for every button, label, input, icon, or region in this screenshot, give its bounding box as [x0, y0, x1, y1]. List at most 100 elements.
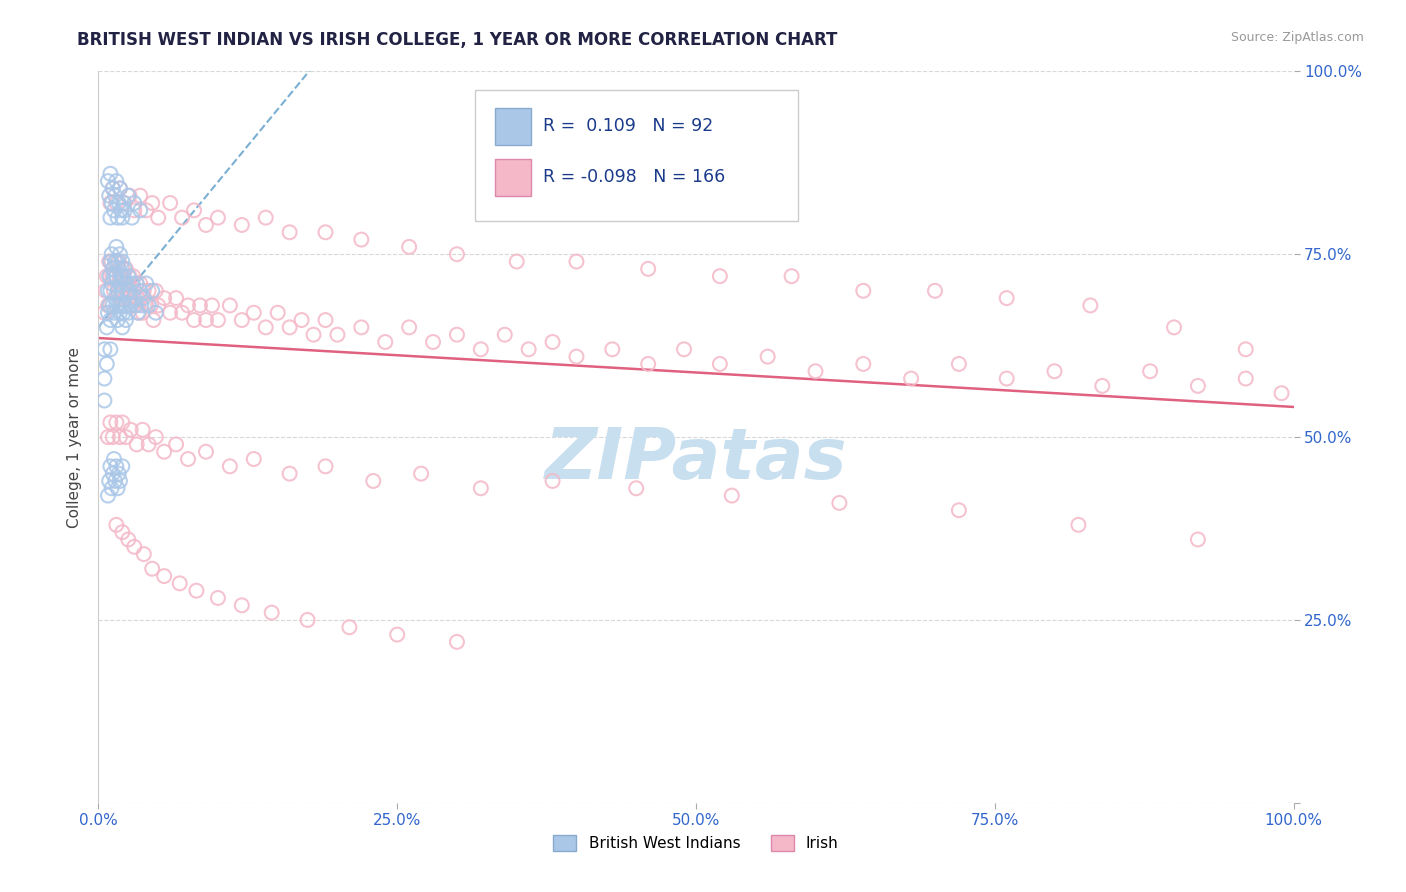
Point	[129, 188, 152, 202]
Point	[517, 343, 540, 357]
Point	[207, 313, 229, 327]
Point	[114, 261, 136, 276]
Point	[115, 261, 138, 276]
Point	[107, 254, 129, 268]
Point	[118, 284, 141, 298]
Point	[111, 261, 134, 276]
Point	[201, 298, 224, 312]
Point	[107, 261, 129, 276]
Point	[103, 284, 125, 298]
Point	[924, 284, 946, 298]
Point	[131, 306, 153, 320]
Point	[1187, 379, 1209, 393]
Point	[110, 298, 132, 312]
Legend: British West Indians, Irish: British West Indians, Irish	[547, 830, 845, 857]
Point	[159, 306, 181, 320]
Point	[100, 247, 122, 261]
Point	[108, 247, 131, 261]
Point	[1043, 364, 1066, 378]
Point	[120, 423, 142, 437]
Point	[709, 357, 731, 371]
Point	[107, 211, 129, 225]
Point	[148, 211, 170, 225]
Point	[278, 467, 301, 481]
Point	[98, 313, 122, 327]
Point	[104, 474, 127, 488]
Point	[111, 320, 134, 334]
Point	[107, 254, 129, 268]
Point	[541, 334, 564, 349]
Point	[101, 181, 124, 195]
Point	[103, 306, 125, 320]
Point	[195, 313, 218, 327]
Point	[446, 635, 468, 649]
Point	[108, 306, 131, 320]
Point	[1271, 386, 1294, 401]
Point	[112, 277, 135, 291]
Point	[602, 343, 624, 357]
Text: Source: ZipAtlas.com: Source: ZipAtlas.com	[1230, 31, 1364, 45]
Point	[112, 306, 135, 320]
Point	[103, 452, 125, 467]
Point	[117, 291, 139, 305]
Point	[494, 327, 516, 342]
Point	[339, 620, 361, 634]
Point	[141, 284, 163, 298]
Point	[98, 284, 122, 298]
Point	[398, 320, 420, 334]
Point	[780, 269, 803, 284]
Point	[110, 284, 132, 298]
Text: R =  0.109   N = 92: R = 0.109 N = 92	[543, 117, 713, 136]
Point	[98, 269, 121, 284]
Point	[278, 225, 301, 239]
Y-axis label: College, 1 year or more: College, 1 year or more	[67, 347, 83, 527]
Point	[105, 517, 128, 532]
Point	[100, 196, 122, 211]
Point	[127, 306, 149, 320]
Point	[97, 489, 120, 503]
Point	[422, 334, 444, 349]
Point	[111, 254, 134, 268]
Point	[1234, 343, 1257, 357]
Point	[117, 306, 139, 320]
Point	[350, 320, 373, 334]
Point	[98, 416, 122, 430]
Point	[98, 196, 122, 211]
Point	[114, 196, 136, 211]
Point	[169, 576, 191, 591]
Point	[98, 459, 122, 474]
Point	[132, 284, 155, 298]
Point	[135, 203, 157, 218]
Point	[93, 393, 115, 408]
Point	[124, 540, 146, 554]
Point	[101, 467, 124, 481]
Point	[231, 313, 253, 327]
Point	[260, 606, 283, 620]
Point	[411, 467, 433, 481]
Point	[135, 298, 157, 312]
Point	[115, 284, 138, 298]
Point	[159, 196, 181, 211]
Point	[506, 254, 529, 268]
Point	[111, 459, 134, 474]
Point	[98, 167, 122, 181]
Point	[100, 277, 122, 291]
Point	[1080, 298, 1102, 312]
Point	[446, 247, 468, 261]
Point	[124, 284, 146, 298]
Point	[108, 430, 131, 444]
Point	[93, 371, 115, 385]
Point	[121, 298, 143, 312]
Point	[541, 474, 564, 488]
Point	[363, 474, 385, 488]
Point	[207, 211, 229, 225]
Point	[852, 284, 875, 298]
Point	[107, 313, 129, 327]
Point	[107, 467, 129, 481]
Point	[138, 284, 160, 298]
Point	[101, 298, 124, 312]
Point	[243, 452, 266, 467]
Point	[108, 269, 131, 284]
Point	[565, 350, 588, 364]
Point	[188, 298, 211, 312]
